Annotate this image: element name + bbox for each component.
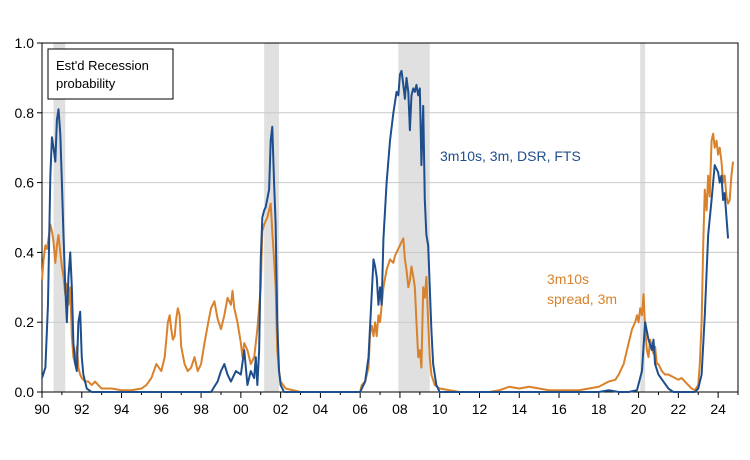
recession-band-3 (640, 43, 646, 392)
series-label-orange: 3m10s spread, 3m (547, 271, 617, 307)
plot-frame (41, 42, 739, 393)
x-tick-label-8: 06 (352, 401, 368, 417)
series-line-1 (41, 132, 735, 393)
x-tick-label-2: 94 (114, 401, 130, 417)
recession-band-2 (398, 43, 430, 392)
y-tick-label-5: 1.0 (15, 35, 35, 51)
y-tick-label-2: 0.4 (15, 244, 35, 260)
x-tick-label-7: 04 (313, 401, 329, 417)
x-tick-label-9: 08 (392, 401, 408, 417)
x-tick-label-10: 10 (432, 401, 448, 417)
series-label-blue: 3m10s, 3m, DSR, FTS (440, 148, 581, 164)
recession-shading-layer (53, 43, 646, 392)
x-tick-label-3: 96 (154, 401, 170, 417)
x-tick-label-0: 90 (34, 401, 50, 417)
annotation-line-1: Est'd Recession (56, 58, 149, 73)
annotation-box-frame (47, 48, 174, 100)
x-tick-label-5: 00 (233, 401, 249, 417)
x-tick-label-11: 12 (472, 401, 488, 417)
y-tick-label-0: 0.0 (15, 384, 35, 400)
x-tick-label-16: 22 (671, 401, 687, 417)
series-line-0 (41, 69, 730, 393)
x-tick-label-12: 14 (511, 401, 527, 417)
y-tick-label-1: 0.2 (15, 314, 35, 330)
series-layer (41, 69, 735, 393)
series-label-orange-line-1: 3m10s (547, 271, 589, 287)
x-tick-label-17: 24 (710, 401, 726, 417)
x-tick-label-1: 92 (74, 401, 90, 417)
y-tick-label-3: 0.6 (15, 175, 35, 191)
x-tick-label-13: 16 (551, 401, 567, 417)
x-tick-label-4: 98 (193, 401, 209, 417)
x-tick-label-14: 18 (591, 401, 607, 417)
y-axis: 0.0 0.2 0.4 0.6 0.8 1.0 (15, 35, 42, 400)
y-tick-label-4: 0.8 (15, 105, 35, 121)
annotation-box: Est'd Recession probability (47, 48, 174, 100)
recession-band-0 (53, 43, 66, 392)
series-label-orange-line-2: spread, 3m (547, 291, 617, 307)
x-tick-label-15: 20 (631, 401, 647, 417)
series-label-blue-text: 3m10s, 3m, DSR, FTS (440, 148, 581, 164)
annotation-line-2: probability (56, 76, 116, 91)
x-axis: 90 92 94 96 98 00 02 04 06 08 10 12 14 16 18 20 22 24 (34, 392, 739, 417)
grid-layer (42, 112, 738, 323)
x-tick-label-6: 02 (273, 401, 289, 417)
